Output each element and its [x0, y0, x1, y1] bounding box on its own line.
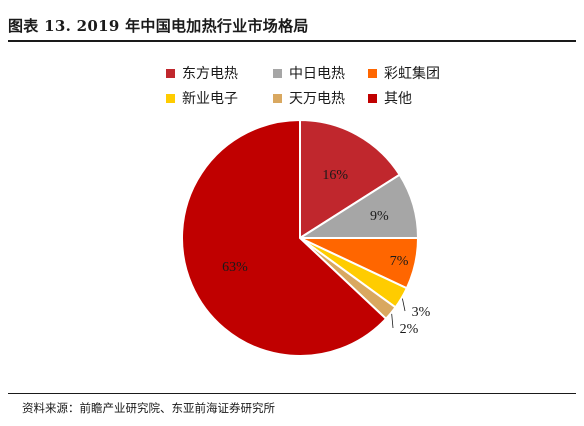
source-note: 资料来源：前瞻产业研究院、东亚前海证券研究所 [22, 400, 275, 416]
legend-swatch [166, 69, 175, 78]
legend-label: 中日电热 [289, 66, 345, 82]
pie-slice [299, 118, 402, 240]
legend-swatch [273, 94, 282, 103]
legend-swatch [273, 69, 282, 78]
leader-line [391, 313, 394, 329]
leader-line [402, 298, 406, 312]
legend-label: 天万电热 [289, 91, 345, 107]
pie-data-label: 63% [222, 260, 248, 275]
source-text: 前瞻产业研究院、东亚前海证券研究所 [79, 401, 276, 415]
legend-label: 其他 [384, 91, 412, 107]
pie-slice [181, 118, 388, 357]
title-divider [8, 40, 576, 42]
pie-data-label: 7% [390, 254, 409, 269]
legend-label: 东方电热 [182, 66, 238, 82]
pie-data-label: 16% [322, 168, 348, 183]
pie-data-label: 9% [370, 209, 389, 224]
pie-data-label: 3% [412, 305, 431, 320]
source-label: 资料来源： [22, 401, 80, 415]
legend-label: 彩虹集团 [384, 65, 440, 82]
chart-title: 图表 13. 2019 年中国电加热行业市场格局 [8, 17, 309, 35]
legend-label: 新业电子 [182, 91, 238, 107]
pie-data-label: 2% [400, 322, 419, 337]
source-divider [8, 393, 576, 394]
legend-swatch [368, 69, 377, 78]
legend-swatch [368, 94, 377, 103]
legend-swatch [166, 94, 175, 103]
